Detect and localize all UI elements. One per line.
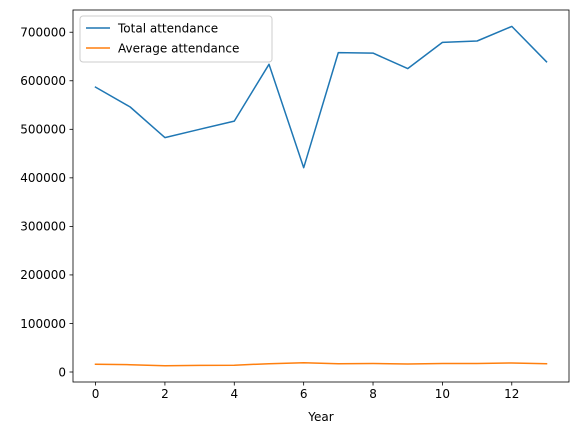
series-line-1 [94, 25, 548, 169]
x-tick-label: 12 [504, 387, 519, 401]
y-tick-label: 200000 [20, 268, 66, 282]
x-tick-label: 10 [435, 387, 450, 401]
x-axis-label: Year [307, 410, 333, 424]
legend-label-2: Average attendance [118, 41, 239, 55]
y-tick-label: 400000 [20, 171, 66, 185]
y-tick-label: 300000 [20, 220, 66, 234]
y-tick-label: 500000 [20, 123, 66, 137]
y-tick-label: 0 [58, 365, 66, 379]
axes-layer: 0 2 4 6 8 10 12 0 100000 200000 300000 400000 500000… [20, 9, 570, 401]
legend-label-1: Total attendance [117, 21, 218, 35]
y-tick-label: 700000 [20, 26, 66, 40]
x-tick-label: 4 [230, 387, 238, 401]
y-tick-label: 600000 [20, 74, 66, 88]
plot-area [73, 10, 569, 382]
series-layer [94, 25, 548, 367]
x-tick-label: 8 [369, 387, 377, 401]
x-tick-label: 0 [92, 387, 100, 401]
x-tick-label: 6 [300, 387, 308, 401]
series-line-2 [94, 362, 548, 367]
legend-box [79, 15, 273, 63]
plot-frame [72, 9, 570, 383]
x-tick-label: 2 [161, 387, 169, 401]
y-tick-label: 100000 [20, 317, 66, 331]
legend: Total attendance Average attendance [79, 15, 273, 63]
